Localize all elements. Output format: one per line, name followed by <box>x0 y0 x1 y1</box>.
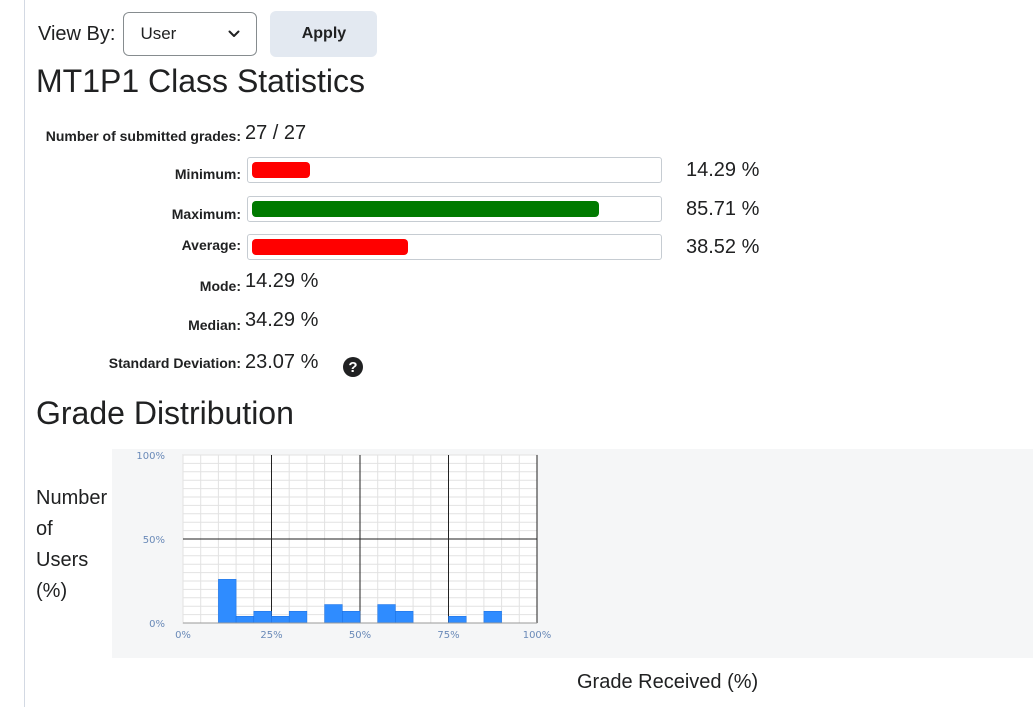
average-bar-fill <box>252 239 408 255</box>
maximum-label: Maximum: <box>171 206 241 222</box>
x-tick-label: 25% <box>260 630 282 641</box>
y-axis-title: Number of Users (%) <box>36 483 116 607</box>
apply-button[interactable]: Apply <box>270 11 378 57</box>
histogram-bar <box>271 616 290 624</box>
maximum-bar-fill <box>252 201 599 217</box>
histogram-bar <box>377 604 396 624</box>
y-tick-label: 50% <box>143 535 165 546</box>
histogram-bar <box>483 610 502 624</box>
y-axis-title-line: of <box>36 518 53 540</box>
stddev-label: Standard Deviation: <box>108 355 241 371</box>
histogram-bar <box>288 610 308 624</box>
minimum-value: 14.29 % <box>686 159 760 181</box>
maximum-bar <box>247 196 662 222</box>
mode-label: Mode: <box>199 278 241 294</box>
histogram-bar <box>342 610 361 624</box>
view-by-select[interactable]: User <box>123 12 258 56</box>
histogram-bar <box>395 610 414 624</box>
histogram-bar <box>324 604 343 624</box>
y-axis-title-line: (%) <box>36 580 68 602</box>
x-tick-label: 50% <box>349 630 371 641</box>
y-tick-label: 100% <box>136 451 165 462</box>
median-value: 34.29 % <box>245 309 319 331</box>
view-by-selected-value: User <box>140 24 177 43</box>
distribution-heading: Grade Distribution <box>36 395 294 431</box>
histogram-bar <box>253 610 272 624</box>
y-tick-label: 0% <box>149 619 165 630</box>
left-divider <box>24 0 25 707</box>
x-axis-title: Grade Received (%) <box>577 671 759 693</box>
view-by-label: View By: <box>38 22 116 45</box>
stddev-value: 23.07 % <box>245 351 319 373</box>
submitted-grades-label: Number of submitted grades: <box>45 128 241 144</box>
submitted-grades-value: 27 / 27 <box>245 122 307 144</box>
histogram-bar <box>235 616 255 624</box>
average-value: 38.52 % <box>686 236 760 258</box>
average-label: Average: <box>181 237 241 253</box>
x-tick-label: 0% <box>175 630 191 641</box>
x-tick-label: 75% <box>437 630 459 641</box>
median-label: Median: <box>188 317 241 333</box>
maximum-value: 85.71 % <box>686 198 760 220</box>
histogram-bar <box>448 616 467 624</box>
chevron-down-icon <box>228 28 240 40</box>
grade-distribution-chart: 0% 25% 50% 75% 100% 0% 50% 100% <box>112 449 1033 658</box>
y-axis-title-line: Number <box>36 487 108 509</box>
minimum-bar <box>247 157 662 183</box>
histogram-bar <box>218 579 237 624</box>
mode-value: 14.29 % <box>245 270 319 292</box>
minimum-label: Minimum: <box>174 166 241 182</box>
average-bar <box>247 234 662 260</box>
y-axis-title-line: Users <box>36 549 89 571</box>
histogram-svg: 0% 25% 50% 75% 100% 0% 50% 100% <box>136 451 552 641</box>
minimum-bar-fill <box>252 162 310 178</box>
view-by-toolbar: View By: User Apply <box>38 11 378 57</box>
help-icon[interactable]: ? <box>343 357 363 377</box>
x-tick-label: 100% <box>523 630 552 641</box>
page-title: MT1P1 Class Statistics <box>36 63 365 99</box>
